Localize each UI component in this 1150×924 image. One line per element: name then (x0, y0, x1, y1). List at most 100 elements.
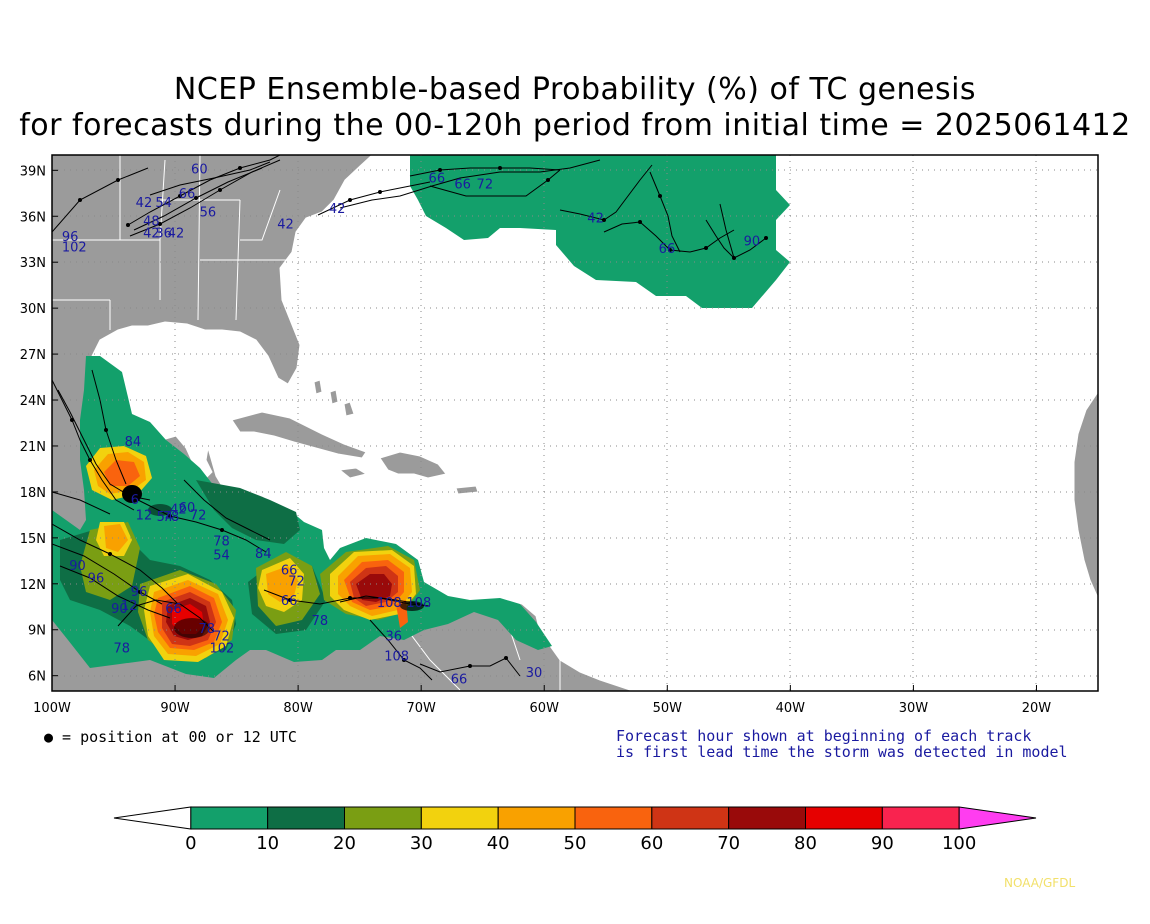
colorbar-label: 30 (410, 833, 433, 854)
track-start-label: 66 (281, 594, 298, 609)
colorbar-bin (113, 806, 192, 830)
track-start-label: 78 (198, 622, 215, 637)
track-dot (168, 514, 172, 518)
track-dot (88, 458, 92, 462)
track-start-label: 42 (277, 218, 294, 233)
track-start-label: 90 (69, 559, 86, 574)
track-dot (138, 590, 142, 594)
track-start-label: 108 (406, 596, 431, 611)
track-start-label: 66 (179, 187, 196, 202)
track-start-label: 96 (131, 585, 148, 600)
lon-tick-label: 20W (1022, 701, 1052, 716)
colorbar-bin (574, 806, 653, 830)
track-start-label: 60 (191, 162, 208, 177)
track-start-label: 6 (131, 493, 139, 508)
track-dot (238, 166, 242, 170)
track (409, 167, 561, 177)
colorbar-bin (267, 806, 345, 830)
track (52, 167, 149, 233)
track-start-label: 56 (200, 205, 217, 220)
colorbar-label: 10 (256, 833, 279, 854)
track-start-label: 66 (281, 564, 298, 579)
track-dot (498, 166, 502, 170)
track-dot (108, 552, 112, 556)
forecast-note-line-1: Forecast hour shown at beginning of each… (616, 727, 1032, 745)
track-start-label: 66 (165, 602, 182, 617)
track-start-label: 36 (155, 227, 172, 242)
lat-tick-label: 15N (20, 532, 46, 547)
track (429, 169, 561, 197)
track (127, 155, 282, 226)
colorbar-bin (805, 806, 883, 830)
colorbar-label: 70 (717, 833, 740, 854)
colorbar-bin (728, 806, 807, 830)
track-dot (178, 194, 182, 198)
track (52, 523, 179, 605)
lon-tick-label: 90W (160, 701, 190, 716)
colorbar-bin (344, 806, 422, 830)
track-start-label: 66 (451, 672, 468, 687)
track-dot (348, 198, 352, 202)
lat-tick-label: 9N (28, 624, 46, 639)
colorbar-label: 60 (640, 833, 663, 854)
track-start-label: 78 (213, 535, 230, 550)
lat-axis: 39N 36N 33N 30N 27N 24N 21N 18N 15N 12N 9N 6N (20, 164, 58, 685)
track-start-label: 12 (121, 599, 138, 614)
colorbar-bin (881, 806, 960, 830)
lon-tick-label: 50W (653, 701, 683, 716)
track-dot (70, 418, 74, 422)
track (339, 159, 601, 209)
track-positions (70, 166, 768, 668)
track-start-label: 42 (170, 502, 187, 517)
prob-area-atlantic (410, 155, 790, 308)
track-start-label: 54 (155, 196, 172, 211)
track-start-label: 66 (659, 242, 676, 257)
track-dot (194, 196, 198, 200)
track-dot (126, 223, 130, 227)
track-start-label: 42 (587, 211, 604, 226)
lat-tick-label: 36N (20, 210, 46, 225)
track (419, 657, 521, 677)
lat-tick-label: 12N (20, 578, 46, 593)
lon-tick-label: 40W (776, 701, 806, 716)
title-line-1: NCEP Ensemble-based Probability (%) of T… (173, 72, 977, 107)
track-cluster (400, 601, 424, 611)
track-dot (218, 188, 222, 192)
border-line (52, 155, 290, 330)
track-start-label: 78 (312, 614, 329, 629)
colorbar-bin (651, 806, 730, 830)
track-dot (504, 656, 508, 660)
bahamas-land (313, 379, 355, 417)
prob-area-60 (104, 460, 140, 486)
track-dot (438, 168, 442, 172)
colorbar-bin (958, 806, 1037, 830)
cuba-land (231, 411, 367, 459)
track-start-label: 90 (111, 602, 128, 617)
track-start-label: 48 (143, 214, 160, 229)
track-start-label: 78 (163, 510, 180, 525)
credit-text: NOAA/GFDL (1004, 876, 1076, 890)
prob-area-50 (104, 524, 128, 552)
colorbar-label: 100 (942, 833, 976, 854)
grid-lines (52, 155, 1098, 691)
track (183, 479, 271, 541)
prob-area-50 (266, 566, 298, 602)
track-start-label: 108 (384, 649, 409, 664)
track-start-label: 72 (190, 508, 207, 523)
colorbar-label: 90 (871, 833, 894, 854)
plot-frame (51, 154, 1099, 692)
track-start-label: 30 (526, 666, 543, 681)
prob-area-20 (196, 480, 300, 544)
track-dot (546, 178, 550, 182)
colorbar-bin (497, 806, 576, 830)
track (559, 164, 653, 221)
track-dot (288, 598, 292, 602)
track-start-label: 60 (179, 501, 196, 516)
track (59, 565, 171, 619)
track-start-label: 42 (168, 227, 185, 242)
track-dot (668, 248, 672, 252)
jamaica-land (338, 467, 368, 479)
colorbar-label: 50 (564, 833, 587, 854)
track (649, 171, 681, 253)
